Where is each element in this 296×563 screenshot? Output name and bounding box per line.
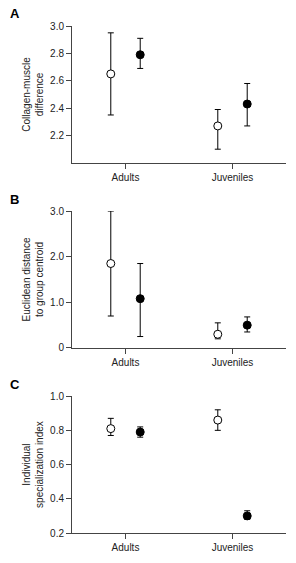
svg-text:0.2: 0.2 [50,528,64,539]
svg-text:Adults: Adults [112,542,140,553]
svg-text:Juveniles: Juveniles [212,357,254,368]
svg-text:1.0: 1.0 [50,391,64,402]
svg-text:Juveniles: Juveniles [212,172,254,183]
svg-text:0.6: 0.6 [50,459,64,470]
svg-text:2.6: 2.6 [50,75,64,86]
svg-text:Juveniles: Juveniles [212,542,254,553]
svg-text:2.4: 2.4 [50,103,64,114]
svg-text:3.0: 3.0 [50,206,64,217]
svg-text:0.4: 0.4 [50,493,64,504]
svg-text:Euclidean distanceto group cen: Euclidean distanceto group centroid [21,237,45,321]
svg-text:2.0: 2.0 [50,251,64,262]
svg-text:2.2: 2.2 [50,130,64,141]
svg-text:1.0: 1.0 [50,297,64,308]
svg-text:B: B [10,192,19,207]
svg-text:2.8: 2.8 [50,48,64,59]
svg-text:0.8: 0.8 [50,425,64,436]
svg-text:C: C [10,377,20,392]
svg-text:A: A [10,6,20,21]
svg-text:3.0: 3.0 [50,21,64,32]
svg-text:Adults: Adults [112,357,140,368]
svg-text:Collagen-muscledifference: Collagen-muscledifference [21,57,45,132]
svg-text:Adults: Adults [112,172,140,183]
svg-text:Individualspecialization index: Individualspecialization index [21,421,45,508]
svg-text:0: 0 [58,342,64,353]
